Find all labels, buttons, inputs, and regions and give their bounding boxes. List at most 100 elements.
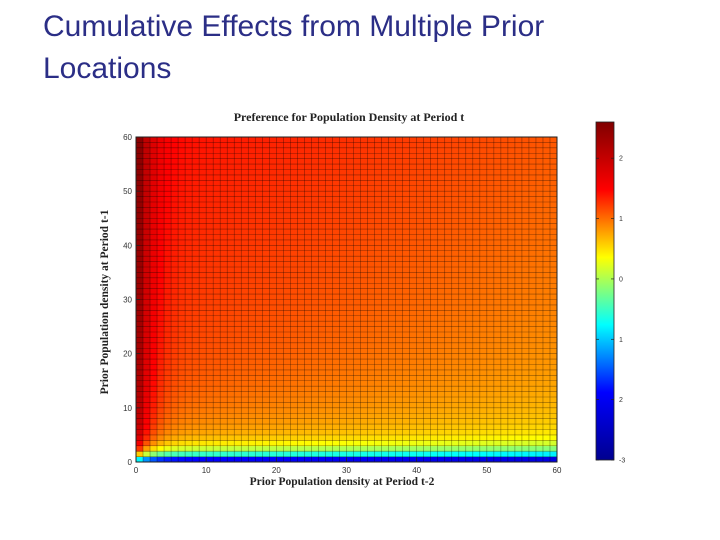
heatmap-cell — [521, 424, 530, 430]
heatmap-cell — [136, 137, 144, 143]
heatmap-cell — [549, 283, 558, 290]
heatmap-cell — [409, 223, 418, 230]
heatmap-cell — [465, 380, 474, 387]
heatmap-cell — [143, 397, 151, 403]
heatmap-cell — [374, 180, 382, 187]
heatmap-cell — [542, 272, 551, 279]
heatmap-cell — [381, 451, 389, 457]
heatmap-cell — [157, 191, 165, 197]
heatmap-cell — [535, 440, 544, 447]
heatmap-cell — [521, 164, 530, 170]
heatmap-cell — [451, 158, 460, 165]
heatmap-cell — [339, 174, 347, 181]
heatmap-cell — [409, 147, 418, 154]
heatmap-cell — [423, 391, 432, 398]
heatmap-cell — [192, 407, 200, 414]
heatmap-cell — [178, 359, 186, 365]
heatmap-cell — [395, 332, 404, 338]
heatmap-cell — [136, 445, 144, 452]
heatmap-cell — [493, 250, 502, 257]
heatmap-cell — [346, 391, 354, 398]
heatmap-cell — [458, 342, 467, 349]
heatmap-cell — [269, 353, 277, 360]
heatmap-cell — [234, 212, 242, 219]
heatmap-cell — [514, 364, 523, 371]
heatmap-cell — [430, 315, 439, 322]
heatmap-cell — [248, 369, 256, 376]
heatmap-cell — [374, 272, 382, 279]
heatmap-cell — [199, 180, 207, 187]
heatmap-cell — [171, 434, 179, 441]
heatmap-cell — [255, 277, 263, 284]
heatmap-cell — [206, 239, 214, 246]
heatmap-cell — [395, 142, 404, 149]
heatmap-cell — [514, 418, 523, 425]
heatmap-cell — [458, 272, 467, 279]
heatmap-cell — [311, 169, 319, 176]
heatmap-cell — [248, 272, 256, 279]
heatmap-cell — [353, 229, 361, 235]
heatmap-cell — [521, 326, 530, 333]
heatmap-cell — [479, 202, 488, 208]
heatmap-cell — [479, 299, 488, 306]
heatmap-cell — [297, 386, 305, 392]
heatmap-cell — [241, 142, 249, 149]
heatmap-cell — [486, 180, 495, 187]
heatmap-cell — [164, 359, 172, 365]
heatmap-cell — [535, 153, 544, 160]
heatmap-cell — [521, 304, 530, 311]
heatmap-cell — [290, 142, 298, 149]
heatmap-cell — [472, 397, 481, 403]
heatmap-cell — [157, 407, 165, 414]
heatmap-cell — [549, 440, 558, 447]
heatmap-cell — [171, 261, 179, 268]
heatmap-cell — [549, 223, 558, 230]
heatmap-cell — [388, 202, 397, 208]
heatmap-cell — [290, 234, 298, 241]
heatmap-cell — [199, 332, 207, 338]
heatmap-cell — [213, 380, 221, 387]
heatmap-cell — [346, 375, 354, 382]
heatmap-cell — [206, 196, 214, 203]
heatmap-cell — [451, 304, 460, 311]
heatmap-cell — [346, 326, 354, 333]
heatmap-cell — [416, 218, 425, 225]
heatmap-cell — [283, 402, 291, 409]
heatmap-cell — [192, 332, 200, 338]
heatmap-cell — [143, 348, 151, 355]
heatmap-cell — [339, 440, 347, 447]
heatmap-cell — [262, 185, 270, 192]
heatmap-cell — [346, 418, 354, 425]
heatmap-cell — [241, 277, 249, 284]
heatmap-cell — [521, 407, 530, 414]
heatmap-cell — [486, 386, 495, 392]
heatmap-cell — [486, 229, 495, 235]
heatmap-cell — [213, 153, 221, 160]
heatmap-cell — [437, 359, 446, 365]
heatmap-cell — [381, 223, 389, 230]
heatmap-cell — [269, 337, 277, 344]
heatmap-cell — [444, 332, 453, 338]
heatmap-cell — [395, 369, 404, 376]
heatmap-cell — [472, 424, 481, 430]
heatmap-cell — [479, 158, 488, 165]
heatmap-cell — [241, 375, 249, 382]
heatmap-cell — [178, 153, 186, 160]
heatmap-cell — [472, 321, 481, 327]
heatmap-cell — [388, 321, 397, 327]
heatmap-cell — [311, 180, 319, 187]
heatmap-cell — [178, 147, 186, 154]
y-tick-label: 10 — [123, 404, 132, 413]
heatmap-cell — [493, 267, 502, 273]
heatmap-cell — [402, 164, 411, 170]
heatmap-cell — [381, 445, 389, 452]
heatmap-cell — [241, 418, 249, 425]
heatmap-cell — [507, 229, 516, 235]
heatmap-cell — [304, 272, 312, 279]
heatmap-cell — [185, 261, 193, 268]
heatmap-cell — [528, 137, 537, 143]
heatmap-cell — [241, 245, 249, 252]
heatmap-cell — [325, 304, 333, 311]
heatmap-cell — [381, 218, 389, 225]
heatmap-cell — [528, 397, 537, 403]
